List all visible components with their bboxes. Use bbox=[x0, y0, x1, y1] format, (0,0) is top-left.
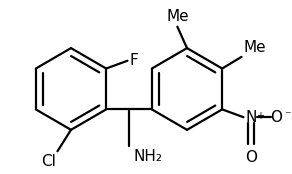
Text: O: O bbox=[245, 150, 257, 165]
Text: F: F bbox=[129, 53, 138, 68]
Text: O: O bbox=[270, 110, 282, 125]
Text: Me: Me bbox=[244, 40, 266, 55]
Text: Cl: Cl bbox=[42, 154, 56, 169]
Text: NH₂: NH₂ bbox=[134, 149, 163, 164]
Text: N: N bbox=[246, 110, 257, 125]
Text: Me: Me bbox=[166, 9, 189, 24]
Text: +: + bbox=[256, 111, 264, 121]
Text: ⁻: ⁻ bbox=[284, 109, 291, 122]
